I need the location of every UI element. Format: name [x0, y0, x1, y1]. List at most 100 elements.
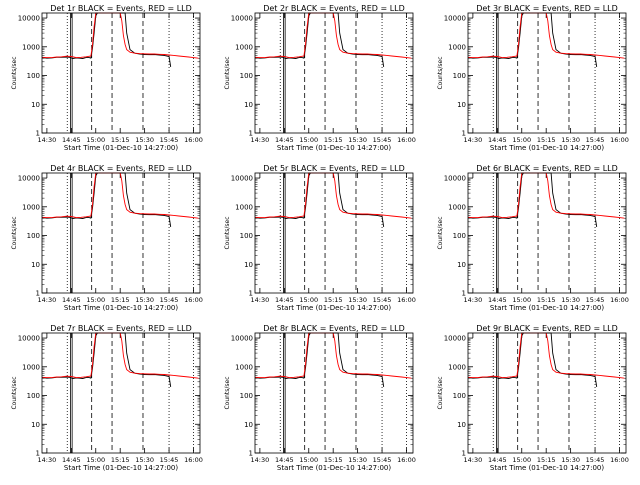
y-tick-label: 1 [36, 450, 40, 458]
x-tick-label: 15:00 [299, 296, 318, 304]
y-tick-label: 10000 [18, 335, 40, 343]
y-tick-label: 1000 [22, 43, 40, 51]
y-axis-label: Counts/sec [224, 56, 231, 89]
x-tick-label: 15:45 [160, 456, 179, 464]
y-tick-label: 1000 [22, 363, 40, 371]
x-tick-label: 14:45 [62, 296, 81, 304]
panel-title: Det 1r BLACK = Events, RED = LLD [50, 4, 192, 13]
y-tick-label: 1000 [448, 203, 466, 211]
x-tick-label: 14:30 [38, 136, 57, 144]
y-tick-label: 10000 [18, 175, 40, 183]
x-tick-label: 14:45 [62, 136, 81, 144]
x-tick-label: 15:30 [561, 136, 580, 144]
plot-frame [467, 12, 627, 134]
x-axis-label: Start Time (01-Dec-10 14:27:00) [277, 304, 391, 312]
x-axis-label: Start Time (01-Dec-10 14:27:00) [490, 304, 604, 312]
x-tick-label: 15:00 [512, 136, 531, 144]
x-tick-label: 15:30 [348, 456, 367, 464]
plot-frame [41, 172, 201, 294]
series-events [254, 172, 385, 227]
x-tick-label: 15:45 [373, 136, 392, 144]
plot-frame [254, 332, 414, 454]
y-tick-label: 10000 [231, 15, 253, 23]
x-axis-label: Start Time (01-Dec-10 14:27:00) [64, 464, 178, 472]
y-tick-label: 10 [457, 101, 466, 109]
x-tick-label: 15:30 [348, 296, 367, 304]
y-tick-label: 1000 [448, 363, 466, 371]
plot-frame [254, 172, 414, 294]
x-tick-label: 15:00 [299, 136, 318, 144]
panel-det-9: Det 9r BLACK = Events, RED = LLD Counts/s… [437, 324, 629, 472]
x-tick-label: 15:45 [586, 136, 605, 144]
x-tick-label: 15:45 [586, 296, 605, 304]
x-tick-label: 14:30 [251, 136, 270, 144]
y-tick-label: 1 [36, 290, 40, 298]
series-events [254, 12, 385, 67]
y-tick-label: 10000 [444, 335, 466, 343]
y-axis-label: Counts/sec [224, 216, 231, 249]
x-tick-label: 15:15 [324, 296, 343, 304]
panel-det-7: Det 7r BLACK = Events, RED = LLD Counts/s… [11, 324, 203, 472]
x-tick-label: 14:45 [62, 456, 81, 464]
series-lld [254, 172, 412, 219]
series-events [254, 332, 385, 387]
series-events [41, 12, 172, 67]
x-tick-label: 14:45 [275, 456, 294, 464]
panel-title: Det 4r BLACK = Events, RED = LLD [50, 164, 192, 173]
y-tick-label: 1000 [235, 363, 253, 371]
y-axis-label: Counts/sec [11, 216, 18, 249]
panel-det-3: Det 3r BLACK = Events, RED = LLD Counts/s… [437, 4, 629, 152]
series-lld [41, 12, 199, 59]
y-axis-label: Counts/sec [437, 56, 444, 89]
panel-title: Det 7r BLACK = Events, RED = LLD [50, 324, 192, 333]
series-lld [254, 332, 412, 379]
x-tick-label: 16:00 [397, 136, 416, 144]
y-tick-label: 100 [453, 72, 466, 80]
x-tick-label: 15:15 [537, 136, 556, 144]
y-axis-label: Counts/sec [437, 376, 444, 409]
series-events [467, 12, 598, 67]
y-tick-label: 1000 [448, 43, 466, 51]
plot-frame [467, 172, 627, 294]
x-tick-label: 15:15 [111, 296, 130, 304]
y-tick-label: 1 [36, 130, 40, 138]
series-lld [41, 332, 199, 379]
panel-det-6: Det 6r BLACK = Events, RED = LLD Counts/s… [437, 164, 629, 312]
x-tick-label: 14:30 [251, 456, 270, 464]
x-tick-label: 15:15 [537, 456, 556, 464]
x-tick-label: 15:30 [135, 456, 154, 464]
y-tick-label: 100 [240, 232, 253, 240]
x-axis-label: Start Time (01-Dec-10 14:27:00) [490, 464, 604, 472]
x-tick-label: 15:00 [299, 456, 318, 464]
x-tick-label: 16:00 [610, 136, 629, 144]
series-lld [467, 172, 625, 219]
panel-det-1: Det 1r BLACK = Events, RED = LLD Counts/s… [11, 4, 203, 152]
y-tick-label: 10000 [444, 175, 466, 183]
y-tick-label: 10 [31, 101, 40, 109]
x-tick-label: 16:00 [397, 456, 416, 464]
x-tick-label: 16:00 [184, 136, 203, 144]
y-tick-label: 100 [27, 232, 40, 240]
y-tick-label: 10 [457, 261, 466, 269]
x-axis-label: Start Time (01-Dec-10 14:27:00) [64, 144, 178, 152]
x-tick-label: 14:45 [275, 296, 294, 304]
panel-title: Det 6r BLACK = Events, RED = LLD [476, 164, 618, 173]
x-axis-label: Start Time (01-Dec-10 14:27:00) [490, 144, 604, 152]
y-tick-label: 100 [453, 232, 466, 240]
panel-title: Det 9r BLACK = Events, RED = LLD [476, 324, 618, 333]
series-lld [254, 12, 412, 59]
y-tick-label: 100 [27, 72, 40, 80]
series-events [467, 332, 598, 387]
plot-frame [467, 332, 627, 454]
panel-title: Det 2r BLACK = Events, RED = LLD [263, 4, 405, 13]
plot-frame [41, 12, 201, 134]
x-tick-label: 15:15 [111, 456, 130, 464]
plot-frame [254, 12, 414, 134]
y-tick-label: 1 [249, 290, 253, 298]
y-tick-label: 1000 [235, 43, 253, 51]
y-tick-label: 1 [249, 130, 253, 138]
x-tick-label: 15:15 [111, 136, 130, 144]
y-tick-label: 1 [462, 130, 466, 138]
